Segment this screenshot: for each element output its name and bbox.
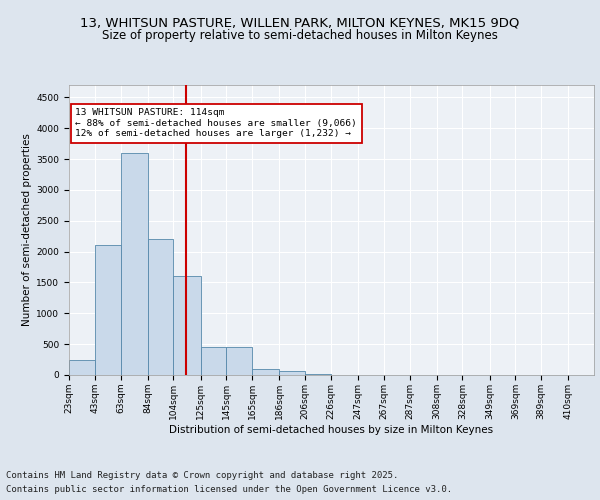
Bar [200, 347, 226, 375]
Bar [95, 246, 121, 375]
Bar [305, 374, 331, 375]
Bar [279, 371, 305, 375]
Bar [226, 347, 252, 375]
Bar [252, 369, 279, 375]
Text: Contains public sector information licensed under the Open Government Licence v3: Contains public sector information licen… [6, 484, 452, 494]
Bar [69, 360, 95, 375]
Bar [148, 240, 173, 375]
X-axis label: Distribution of semi-detached houses by size in Milton Keynes: Distribution of semi-detached houses by … [169, 424, 494, 434]
Bar [173, 276, 200, 375]
Text: Size of property relative to semi-detached houses in Milton Keynes: Size of property relative to semi-detach… [102, 30, 498, 43]
Text: 13, WHITSUN PASTURE, WILLEN PARK, MILTON KEYNES, MK15 9DQ: 13, WHITSUN PASTURE, WILLEN PARK, MILTON… [80, 16, 520, 29]
Bar [121, 153, 148, 375]
Y-axis label: Number of semi-detached properties: Number of semi-detached properties [22, 134, 32, 326]
Text: Contains HM Land Registry data © Crown copyright and database right 2025.: Contains HM Land Registry data © Crown c… [6, 472, 398, 480]
Text: 13 WHITSUN PASTURE: 114sqm
← 88% of semi-detached houses are smaller (9,066)
12%: 13 WHITSUN PASTURE: 114sqm ← 88% of semi… [76, 108, 357, 138]
